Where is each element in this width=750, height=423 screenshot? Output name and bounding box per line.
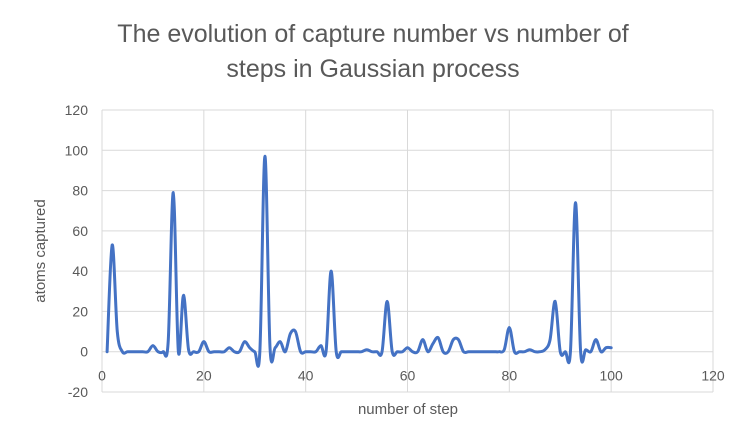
y-tick-label: 40: [72, 263, 88, 279]
x-tick-label: 60: [400, 368, 416, 384]
x-tick-label: 100: [599, 368, 623, 384]
x-tick-label: 120: [701, 368, 725, 384]
chart-title-line-1: The evolution of capture number vs numbe…: [117, 20, 628, 48]
series-line-0: [105, 154, 613, 368]
y-tick-label: 100: [65, 142, 89, 158]
x-axis-title: number of step: [358, 401, 458, 418]
series-layer: [105, 154, 613, 368]
tick-labels: 120 100 80 60 40 20 0 -20 0 20 40 60 80 100 120: [65, 102, 725, 400]
x-tick-label: 40: [298, 368, 314, 384]
y-tick-label: 20: [72, 303, 88, 319]
y-axis-title: atoms captured: [32, 199, 49, 302]
grid: [101, 109, 714, 393]
chart-title-line-2: steps in Gaussian process: [226, 55, 519, 83]
y-tick-label: 120: [65, 102, 89, 118]
y-tick-label: 80: [72, 183, 88, 199]
x-tick-label: 0: [98, 368, 106, 384]
y-tick-label: -20: [68, 384, 88, 400]
y-tick-label: 0: [80, 344, 88, 360]
x-tick-label: 20: [196, 368, 212, 384]
y-tick-label: 60: [72, 223, 88, 239]
x-tick-label: 80: [502, 368, 518, 384]
